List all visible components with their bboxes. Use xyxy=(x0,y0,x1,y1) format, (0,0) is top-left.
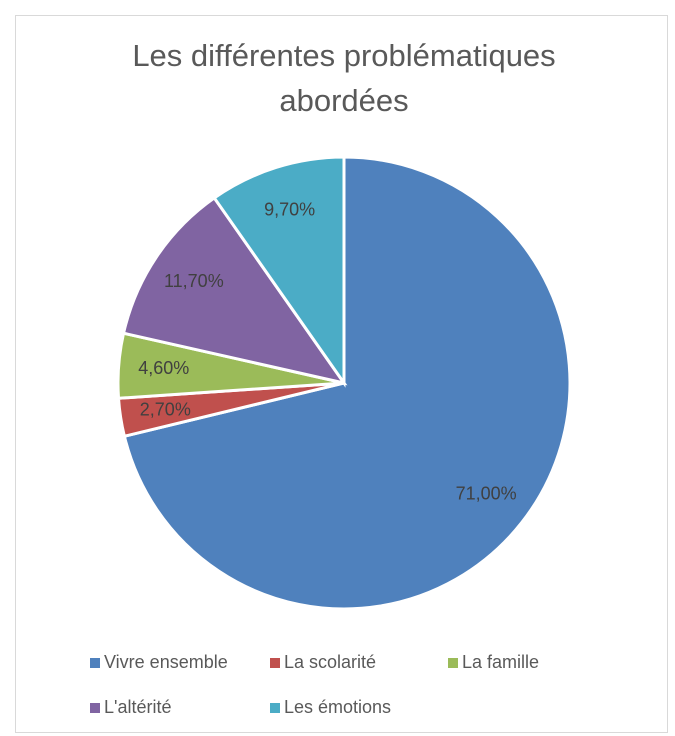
legend-swatch xyxy=(90,658,100,668)
data-label: 9,70% xyxy=(264,199,315,219)
pie-slice xyxy=(212,155,346,388)
legend-label: Vivre ensemble xyxy=(104,652,228,672)
legend-label: Les émotions xyxy=(284,697,391,717)
data-label: 71,00% xyxy=(456,484,517,504)
legend-label: La scolarité xyxy=(284,652,376,672)
chart-title: Les différentes problématiques xyxy=(132,38,555,73)
chart-title: abordées xyxy=(279,83,408,118)
data-label: 4,60% xyxy=(138,358,189,378)
legend-swatch xyxy=(270,658,280,668)
legend-label: L'altérité xyxy=(104,697,171,717)
legend-label: La famille xyxy=(462,652,539,672)
legend-swatch xyxy=(90,703,100,713)
pie-slice xyxy=(122,155,572,611)
pie-slice xyxy=(121,195,348,386)
legend-swatch xyxy=(270,703,280,713)
data-label: 11,70% xyxy=(164,271,224,291)
legend-swatch xyxy=(448,658,458,668)
data-label: 2,70% xyxy=(140,399,191,419)
